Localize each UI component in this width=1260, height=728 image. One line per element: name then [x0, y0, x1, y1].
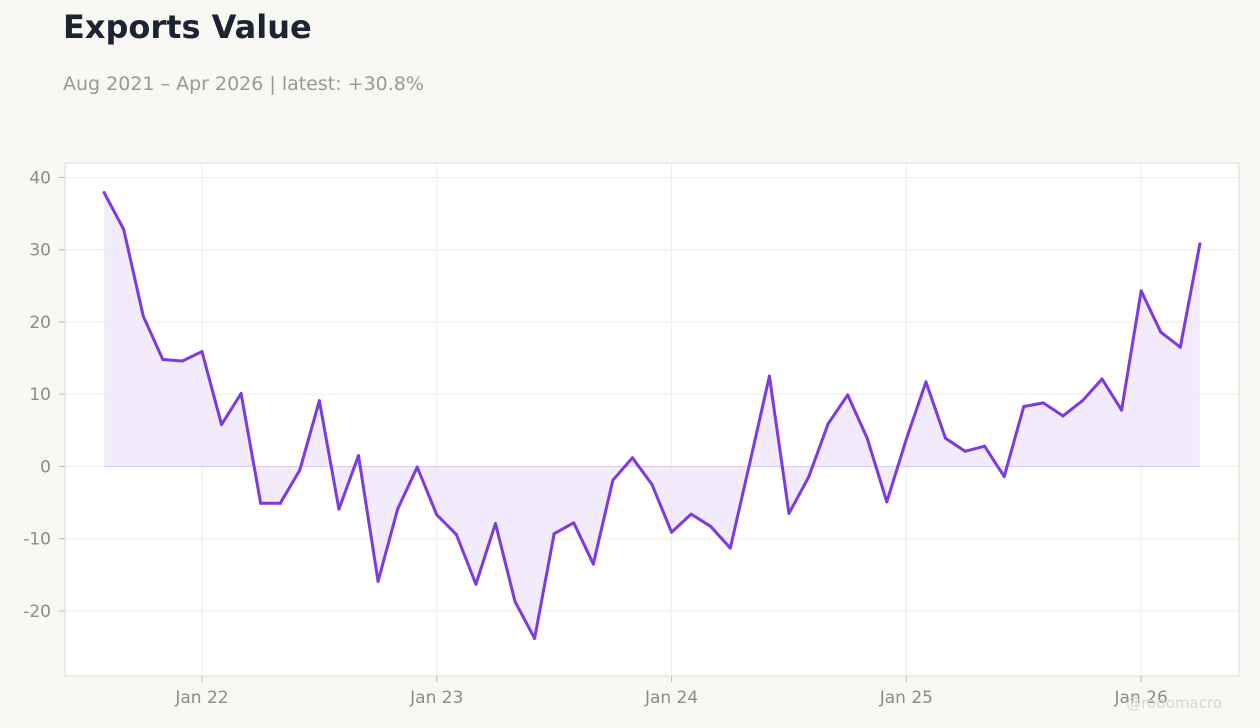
data-point — [924, 380, 928, 384]
y-tick-label: -10 — [23, 530, 51, 550]
data-point — [1002, 475, 1006, 479]
data-point — [1178, 345, 1182, 349]
data-point — [787, 511, 791, 515]
data-point — [239, 391, 243, 395]
data-point — [141, 314, 145, 318]
data-point — [1100, 377, 1104, 381]
data-point — [572, 521, 576, 525]
data-point — [885, 500, 889, 504]
y-tick-label: 0 — [40, 457, 51, 477]
y-tick-label: -20 — [23, 602, 51, 622]
data-point — [102, 191, 106, 195]
data-point — [963, 449, 967, 453]
y-tick-label: 40 — [29, 168, 51, 188]
series-area-fill — [104, 192, 1200, 639]
y-tick-label: 30 — [29, 241, 51, 261]
data-point — [200, 350, 204, 354]
data-point — [689, 512, 693, 516]
data-point — [259, 501, 263, 505]
x-tick-label: Jan 23 — [409, 688, 463, 708]
data-point — [317, 399, 321, 403]
chart-title: Exports Value — [63, 8, 312, 46]
data-point — [630, 456, 634, 460]
data-point — [376, 579, 380, 583]
data-point — [709, 524, 713, 528]
data-point — [220, 423, 224, 427]
x-axis-tick-labels: Jan 22 Jan 23 Jan 24 Jan 25 Jan 26 — [174, 688, 1167, 708]
x-tick-label: Jan 25 — [879, 688, 933, 708]
data-point — [396, 507, 400, 511]
data-point — [728, 546, 732, 550]
data-point — [1159, 330, 1163, 334]
data-point — [904, 437, 908, 441]
data-point — [180, 359, 184, 363]
data-point — [357, 454, 360, 458]
data-point — [474, 582, 478, 586]
data-point — [493, 522, 497, 526]
data-point — [278, 501, 282, 505]
data-point — [415, 465, 419, 469]
data-point — [1041, 401, 1045, 405]
data-point — [1061, 414, 1065, 418]
data-point — [513, 600, 517, 604]
data-point — [807, 475, 811, 479]
data-point — [983, 444, 987, 448]
plot-frame — [64, 162, 1240, 677]
data-point — [1139, 289, 1143, 293]
data-point — [1198, 242, 1202, 246]
data-point — [591, 562, 595, 566]
y-axis-tick-labels: -20 -10 0 10 20 30 40 — [23, 168, 51, 622]
data-point — [846, 393, 850, 397]
data-point — [533, 636, 537, 640]
data-point — [748, 461, 752, 465]
data-point — [435, 513, 439, 517]
data-point — [1080, 399, 1084, 403]
data-point — [826, 422, 830, 426]
y-tick-label: 20 — [29, 313, 51, 333]
data-point — [944, 436, 947, 440]
data-point — [1022, 404, 1026, 408]
x-tick-label: Jan 26 — [1114, 688, 1168, 708]
data-point — [650, 483, 654, 487]
x-tick-label: Jan 24 — [644, 688, 698, 708]
data-point — [454, 532, 458, 536]
data-point — [552, 532, 556, 536]
data-point — [161, 358, 165, 362]
data-point — [337, 507, 341, 511]
data-point — [1120, 408, 1124, 412]
x-tick-label: Jan 22 — [174, 688, 228, 708]
y-tick-label: 10 — [29, 385, 51, 405]
data-point — [767, 374, 771, 378]
watermark: @robomacro — [1126, 694, 1222, 712]
data-point — [122, 227, 126, 231]
data-point — [670, 530, 674, 534]
series-points — [102, 191, 1202, 640]
data-point — [611, 478, 615, 482]
data-point — [865, 436, 869, 440]
data-point — [298, 468, 302, 472]
chart-subtitle: Aug 2021 – Apr 2026 | latest: +30.8% — [63, 73, 424, 95]
